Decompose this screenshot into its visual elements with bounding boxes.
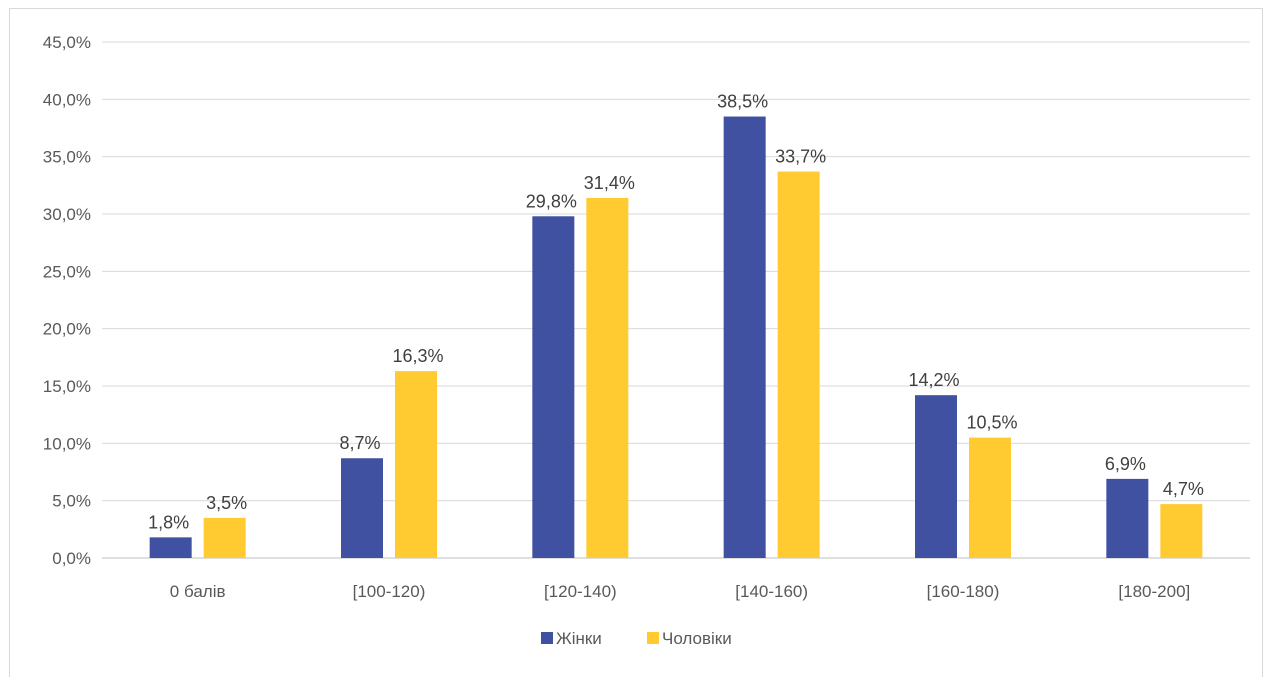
x-axis-categories: 0 балів [100-120) [120-140) [140-160) [160-1… [170, 582, 1190, 601]
y-tick-label: 30,0% [43, 205, 91, 224]
y-tick-label: 10,0% [43, 434, 91, 453]
legend-label: Жінки [556, 629, 602, 648]
data-label: 38,5% [717, 92, 768, 112]
x-category-label: [140-160) [735, 582, 808, 601]
data-label: 8,7% [339, 433, 380, 453]
chart-frame [9, 8, 1263, 677]
bar-women [532, 216, 575, 558]
data-label: 10,5% [966, 413, 1017, 433]
y-tick-label: 25,0% [43, 262, 91, 281]
bar-women [723, 116, 766, 559]
bar-women [1106, 478, 1149, 558]
bar-men [203, 517, 246, 558]
y-axis-ticks: 0,0% 5,0% 10,0% 15,0% 20,0% 25,0% 30,0% 35,0% 40… [43, 33, 91, 568]
x-category-label: [180-200] [1118, 582, 1190, 601]
bar-men [586, 197, 629, 559]
data-label: 33,7% [775, 147, 826, 167]
data-label: 31,4% [584, 173, 635, 193]
data-label: 29,8% [526, 191, 577, 211]
bar-women [149, 537, 192, 558]
gridlines [102, 41, 1250, 559]
y-tick-label: 15,0% [43, 377, 91, 396]
legend-label: Чоловіки [662, 629, 732, 648]
y-tick-label: 0,0% [52, 549, 91, 568]
bar-men [395, 371, 437, 558]
data-label: 1,8% [148, 512, 189, 532]
y-tick-label: 5,0% [52, 492, 91, 511]
legend-swatch [647, 632, 659, 644]
y-tick-label: 40,0% [43, 90, 91, 109]
bars [149, 116, 1203, 559]
data-label: 16,3% [392, 346, 443, 366]
bar-men [1160, 504, 1203, 558]
x-category-label: 0 балів [170, 582, 226, 601]
bar-men [969, 437, 1011, 558]
legend: Жінки Чоловіки [541, 629, 732, 648]
bar-men [777, 171, 820, 558]
data-label: 3,5% [206, 493, 247, 513]
bar-women [341, 458, 383, 558]
data-label: 6,9% [1105, 454, 1146, 474]
data-labels: 1,8% 3,5% 8,7% 16,3% 29,8% 31,4% 38,5% 33,7% 14,… [148, 92, 1204, 533]
x-category-label: [120-140) [544, 582, 617, 601]
data-label: 4,7% [1163, 479, 1204, 499]
x-category-label: [100-120) [353, 582, 426, 601]
y-tick-label: 20,0% [43, 320, 91, 339]
x-category-label: [160-180) [927, 582, 1000, 601]
y-tick-label: 45,0% [43, 33, 91, 52]
data-label: 14,2% [908, 370, 959, 390]
bar-women [915, 395, 957, 558]
legend-swatch [541, 632, 553, 644]
y-tick-label: 35,0% [43, 148, 91, 167]
